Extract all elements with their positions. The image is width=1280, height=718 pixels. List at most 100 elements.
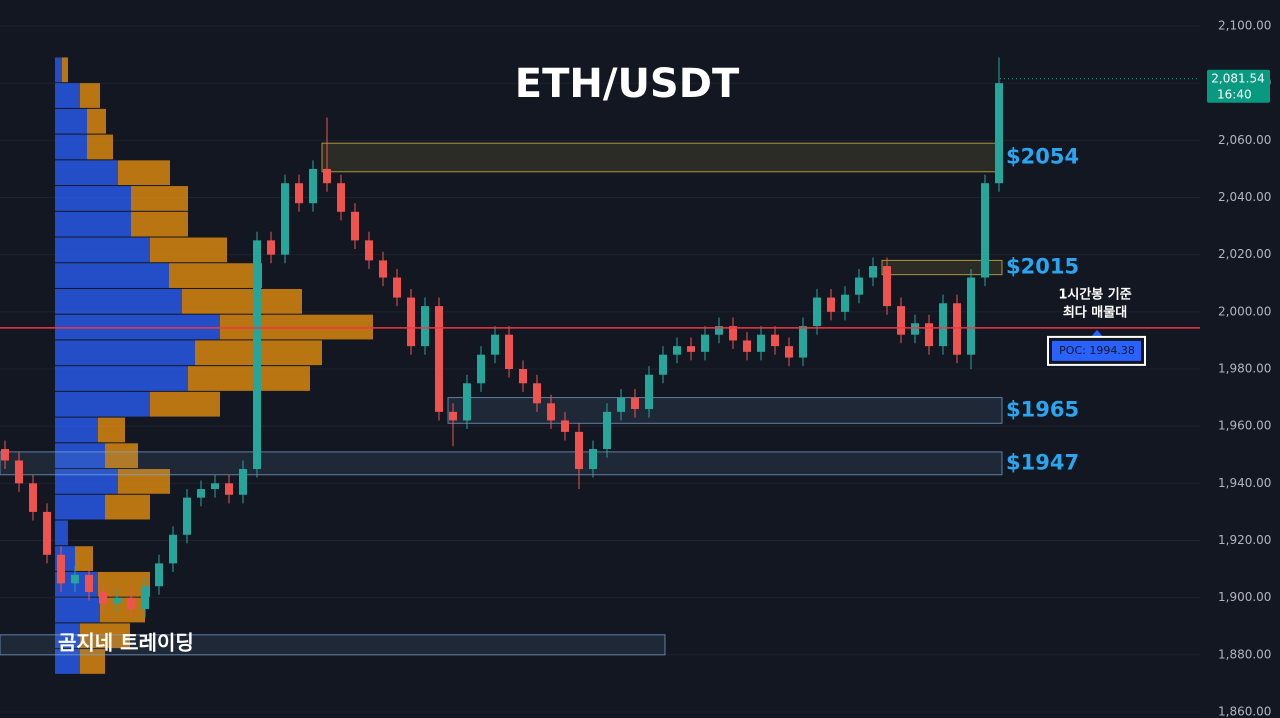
candle-body [505,334,513,369]
candle-body [435,306,443,412]
profile-buy [55,57,62,83]
candle-body [953,303,961,355]
candle-body [57,554,65,584]
candle-body [351,211,359,241]
profile-sell [87,108,106,134]
candle-body [183,497,191,535]
candle-body [785,346,793,358]
profile-buy [55,597,100,623]
candle-body [491,334,499,355]
candle-body [897,306,905,335]
price-zone [321,142,1003,173]
profile-sell [62,57,68,83]
profile-buy [55,520,68,546]
candle-body [659,354,667,375]
candle-body [337,183,345,212]
zone-label: $2015 [1006,255,1079,279]
candle-body [127,597,135,610]
candle-body [617,397,625,412]
candle-body [155,563,163,587]
candle-body [561,420,569,432]
candle-body [855,277,863,295]
profile-sell [118,160,170,186]
zone-label: $1947 [1006,450,1079,474]
candle-body [603,411,611,450]
profile-sell [131,211,188,237]
candle-body [519,369,527,384]
candle-body [29,483,37,512]
profile-sell [87,134,113,160]
annotation: 1시간봉 기준 [1058,287,1131,303]
profile-buy [55,108,87,134]
candle-body [981,183,989,278]
profile-sell [100,597,145,623]
profile-buy [55,443,105,469]
candle-body [869,266,877,278]
candle-body [15,460,23,484]
profile-buy [55,83,80,108]
profile-buy [55,391,150,417]
candle-body [407,297,415,347]
price-tag-time: 16:40 [1217,87,1252,101]
profile-buy [55,288,182,314]
candle-body [673,346,681,355]
candle-body [477,354,485,384]
candle-body [449,411,457,421]
candle-body [645,374,653,410]
candle-body [393,277,401,298]
profile-sell [80,649,105,674]
candle-body [379,260,387,278]
candle-body [85,574,93,592]
candle-body [995,83,1003,184]
candle-body [925,323,933,347]
candle-body [687,346,695,352]
candle-body [757,334,765,352]
candle-body [589,449,597,470]
candle-body [267,240,275,255]
candle-body [575,431,583,470]
candle-body [253,240,261,470]
candle-body [631,397,639,410]
poc-label: POC: 1994.38 [1059,344,1135,357]
profile-buy [55,417,98,443]
candle-body [883,266,891,307]
profile-buy [55,469,118,494]
y-tick-label: 2,020.00 [1218,247,1271,261]
candle-body [281,183,289,255]
candle-body [813,297,821,327]
profile-sell [169,263,262,288]
candle-body [771,334,779,347]
profile-sell [182,288,302,314]
profile-sell [98,417,125,443]
profile-buy [55,237,150,263]
y-tick-label: 1,860.00 [1218,705,1271,718]
y-tick-label: 1,900.00 [1218,590,1271,604]
price-tag [1207,69,1270,103]
candle-body [169,534,177,564]
y-tick-label: 1,940.00 [1218,476,1271,490]
profile-buy [55,649,80,674]
candle-body [141,586,149,610]
profile-buy [55,623,80,649]
profile-buy [55,340,195,366]
price-zone [881,259,1003,276]
candle-body [225,483,233,495]
profile-buy [55,211,131,237]
price-zone [0,634,666,656]
y-tick-label: 1,960.00 [1218,419,1271,433]
price-zone [0,451,1003,476]
watermark: 곰지네 트레이딩 [58,631,194,655]
profile-buy [55,186,131,211]
candle-body [547,403,555,421]
candle-body [827,297,835,312]
price-zone [447,397,1003,424]
candle-body [365,240,373,261]
profile-sell [105,494,150,520]
candle-body [533,383,541,404]
profile-sell [220,314,373,340]
candle-body [211,483,219,490]
profile-sell [131,186,188,211]
candle-body [197,489,205,498]
candle-body [729,326,737,341]
candle-body [309,168,317,204]
